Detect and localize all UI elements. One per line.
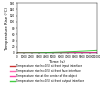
X-axis label: Time (s): Time (s) <box>49 60 65 64</box>
Legend: Temperature rise(n=0.5) at front input interface, Temperature rise(n=0.5) at fro: Temperature rise(n=0.5) at front input i… <box>10 64 85 83</box>
Y-axis label: Temperature Rise (°C): Temperature Rise (°C) <box>5 7 9 50</box>
